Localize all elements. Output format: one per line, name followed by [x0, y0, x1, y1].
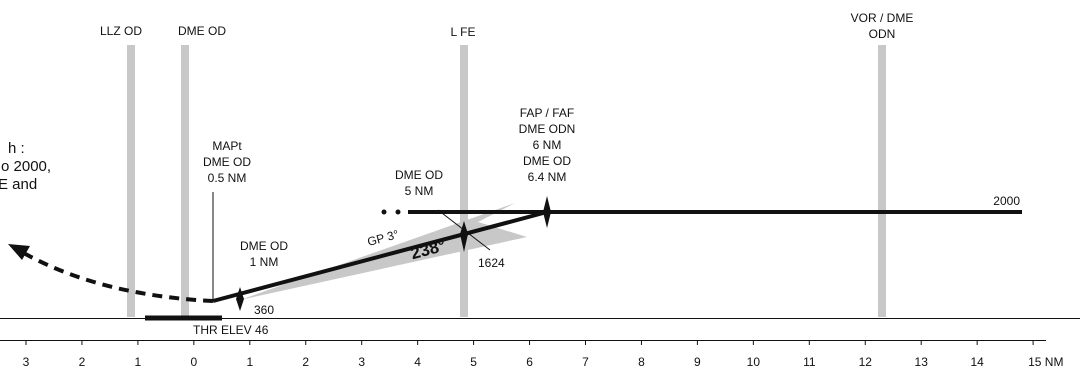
- axis-tick-label: 3: [358, 355, 365, 369]
- dme-1nm-line-2: 1 NM: [250, 255, 279, 269]
- axis-tick-label: 15 NM: [1028, 355, 1063, 369]
- altitude-2000: 2000: [993, 194, 1020, 208]
- fix-title-dme-od: DME OD: [178, 24, 226, 38]
- dot-2: [395, 209, 401, 215]
- descent-path: [212, 210, 548, 303]
- fix-title-odn: ODN: [869, 27, 896, 41]
- mapt-label: MAPt DME OD 0.5 NM: [203, 139, 251, 185]
- mapt-line-3: 0.5 NM: [208, 171, 247, 185]
- missed-line-3: E and: [0, 176, 37, 193]
- fix-bar-l-fe: [460, 45, 468, 317]
- faf-line-2: DME ODN: [519, 122, 576, 136]
- axis-tick-label: 9: [694, 355, 701, 369]
- mapt-line-2: DME OD: [203, 155, 251, 169]
- faf-line-1: FAP / FAF: [520, 106, 574, 120]
- axis-tick-label: 12: [859, 355, 873, 369]
- axis-tick-label: 5: [470, 355, 477, 369]
- missed-line-1: h :: [8, 140, 25, 157]
- axis-ticks: 3 2 1 0 1 2 3 4 5 6 7 8 9 10 11 12 13 14 15 NM: [23, 340, 1063, 369]
- mapt-line-1: MAPt: [212, 139, 242, 153]
- axis-tick-label: 0: [191, 355, 198, 369]
- axis-tick-label: 8: [638, 355, 645, 369]
- faf-label: FAP / FAF DME ODN 6 NM DME OD 6.4 NM: [519, 106, 576, 184]
- dme-5nm-line-1: DME OD: [395, 168, 443, 182]
- faf-line-4: DME OD: [523, 154, 571, 168]
- axis-tick-label: 1: [246, 355, 253, 369]
- missed-approach-path: [21, 250, 214, 303]
- dot-1: [381, 209, 387, 215]
- fix-titles: LLZ OD DME OD L FE VOR / DME ODN: [100, 11, 913, 41]
- dme-5nm-label: DME OD 5 NM: [395, 168, 443, 198]
- dme-1nm-line-1: DME OD: [240, 239, 288, 253]
- altitude-360: 360: [254, 303, 274, 317]
- dme-1nm-label: DME OD 1 NM: [240, 239, 288, 269]
- axis-tick-label: 2: [302, 355, 309, 369]
- axis-tick-label: 4: [414, 355, 421, 369]
- distance-axis: 3 2 1 0 1 2 3 4 5 6 7 8 9 10 11 12 13 14 15 NM: [0, 340, 1063, 369]
- altitude-1624: 1624: [478, 256, 505, 270]
- axis-tick-label: 7: [582, 355, 589, 369]
- faf-line-3: 6 NM: [533, 138, 562, 152]
- fix-bars: [127, 45, 886, 317]
- fix-title-llz-od: LLZ OD: [100, 24, 142, 38]
- fix-bar-llz-od: [127, 45, 135, 317]
- axis-tick-label: 6: [526, 355, 533, 369]
- axis-tick-label: 3: [23, 355, 30, 369]
- missed-approach-text: h : o 2000, E and: [0, 140, 51, 193]
- axis-tick-label: 10: [747, 355, 761, 369]
- fix-marker-faf: [543, 196, 551, 228]
- fix-title-l-fe: L FE: [451, 25, 476, 39]
- axis-tick-label: 11: [803, 355, 816, 369]
- fix-bar-vor-dme-odn: [878, 45, 886, 317]
- faf-line-5: 6.4 NM: [528, 170, 567, 184]
- axis-tick-label: 13: [915, 355, 929, 369]
- missed-approach-arrowhead: [8, 244, 30, 260]
- missed-line-2: o 2000,: [1, 158, 51, 175]
- fix-marker-1nm: [236, 287, 244, 311]
- axis-tick-label: 1: [135, 355, 142, 369]
- axis-tick-label: 2: [79, 355, 86, 369]
- fix-title-vor-dme: VOR / DME: [851, 11, 914, 25]
- threshold-label: THR ELEV 46: [193, 323, 269, 337]
- leader-dme-5nm: [437, 209, 491, 251]
- fix-bar-dme-od: [181, 45, 189, 317]
- axis-tick-label: 14: [970, 355, 984, 369]
- dme-5nm-line-2: 5 NM: [405, 184, 434, 198]
